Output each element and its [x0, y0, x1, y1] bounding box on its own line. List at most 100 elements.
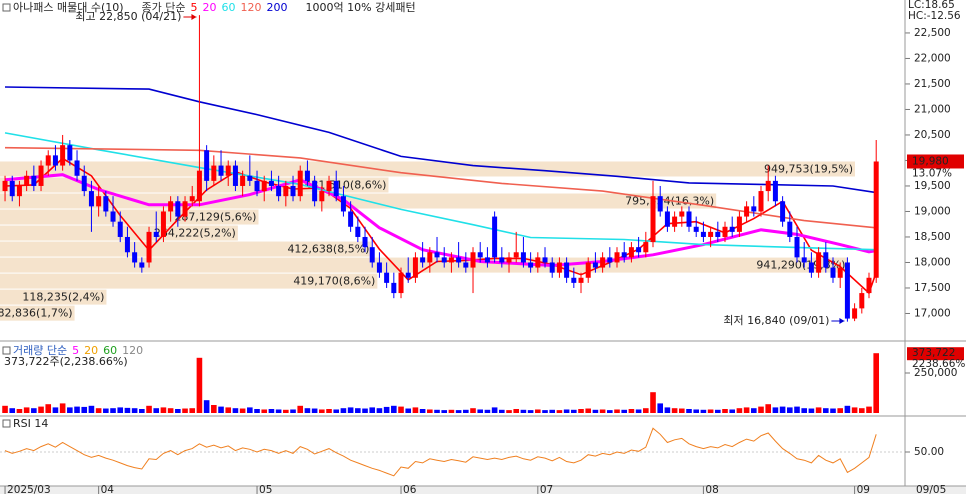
volume-profile-band — [0, 305, 75, 321]
volume-bar — [463, 409, 469, 413]
candle-body — [24, 175, 30, 186]
candle-body — [816, 252, 822, 273]
volume-bar — [585, 408, 592, 413]
legend-entry: 60 — [222, 1, 236, 14]
candle-body — [679, 211, 685, 217]
volume-profile-label: 949,753(19,5%) — [764, 162, 853, 175]
candle-body — [528, 262, 534, 268]
volume-bar — [779, 406, 786, 413]
volume-bar — [247, 407, 253, 413]
volume-bar — [571, 409, 577, 413]
legend: 아나패스 매물대 수(10) 종가 단순 5 20 60 120 200 1000억 10% … — [13, 1, 416, 14]
candle-body — [448, 257, 454, 263]
volume-bar — [499, 409, 505, 413]
y-tick-label: 21,000 — [914, 103, 951, 115]
legend-checkbox — [2, 3, 11, 12]
y-tick-label: 19,000 — [914, 205, 951, 217]
candle-body — [31, 175, 37, 186]
candle-body — [60, 145, 66, 166]
volume-bar — [455, 410, 462, 413]
candle-body — [693, 226, 699, 232]
volume-bar — [729, 409, 736, 413]
legend-checkbox — [2, 419, 11, 428]
candle-body — [585, 262, 591, 278]
volume-bar — [203, 400, 210, 413]
volume-bar — [117, 407, 124, 413]
candle-body — [859, 293, 865, 309]
candle-body — [232, 165, 238, 186]
volume-bar — [599, 409, 606, 413]
legend-entry: 200 — [267, 1, 288, 14]
volume-bar — [38, 406, 44, 413]
volume-bar — [218, 406, 224, 413]
volume-bar — [614, 409, 620, 413]
volume-bar — [362, 408, 368, 413]
last-volume-label: 373,722 — [912, 347, 955, 359]
candle-body — [801, 257, 807, 263]
candle-body — [384, 272, 390, 283]
candle-body — [132, 252, 138, 263]
candle-body — [290, 185, 296, 197]
volume-bar — [333, 409, 340, 413]
volume-bar — [52, 407, 59, 413]
y-tick-label: 19,500 — [914, 180, 951, 192]
x-tick-label: 07 — [540, 484, 553, 494]
candle-body — [715, 231, 721, 237]
candle-body — [96, 196, 102, 207]
volume-bar — [851, 407, 858, 413]
volume-bar — [23, 407, 30, 413]
candle-body — [16, 185, 22, 197]
volume-bar — [434, 409, 440, 413]
candle-body — [52, 155, 58, 166]
volume-bar — [304, 408, 311, 413]
volume-bar — [837, 408, 844, 413]
volume-bar — [592, 409, 599, 413]
volume-bar — [74, 406, 80, 413]
candle-body — [564, 262, 570, 278]
candle-body — [38, 165, 44, 186]
candle-body — [808, 262, 814, 273]
candle-body — [81, 175, 87, 192]
legend-title: 아나패스 매물대 수(10) — [13, 1, 124, 14]
low-annotation: 최저 16,840 (09/01) — [723, 314, 829, 327]
legend-entry: 120 — [241, 1, 262, 14]
candle-body — [765, 180, 771, 192]
volume-bar — [815, 407, 822, 413]
volume-bar — [448, 409, 455, 413]
candle-body — [247, 175, 253, 181]
volume-bar — [9, 408, 16, 413]
x-tick-label: 04 — [101, 484, 115, 494]
candle-body — [852, 308, 858, 319]
volume-bar — [830, 408, 836, 413]
volume-bar — [715, 409, 721, 413]
volume-profile-label: 118,235(2,4%) — [22, 291, 104, 304]
volume-bar — [189, 408, 196, 413]
candle-body — [369, 247, 375, 263]
volume-bar — [67, 407, 73, 413]
volume-profile-band — [0, 289, 107, 305]
volume-bar — [657, 403, 664, 413]
volume-bar — [383, 406, 390, 413]
candle-body — [729, 226, 735, 232]
candle-body — [211, 165, 217, 181]
volume-bar — [700, 409, 707, 413]
y-tick-label: 18,000 — [914, 256, 951, 268]
x-tick-label: 05 — [259, 484, 272, 494]
volume-bar — [427, 409, 433, 413]
candle-body — [650, 196, 656, 243]
y-tick-label: 18,500 — [914, 231, 951, 243]
volume-bar — [211, 405, 217, 413]
candle-body — [700, 231, 706, 237]
volume-bar — [607, 410, 613, 413]
last-volume-box — [907, 347, 964, 361]
candle-body — [196, 170, 202, 202]
legend-entry: 60 — [103, 344, 117, 357]
high-annotation: 최고 22,850 (04/21) — [75, 10, 181, 23]
candle-body — [398, 272, 404, 294]
volume-bar — [59, 403, 66, 413]
volume-profile-band — [0, 209, 259, 225]
volume-bar — [31, 408, 37, 413]
volume-bar — [139, 409, 145, 413]
candle-body — [312, 180, 318, 202]
lc-label: LC:18.65 — [908, 0, 955, 11]
